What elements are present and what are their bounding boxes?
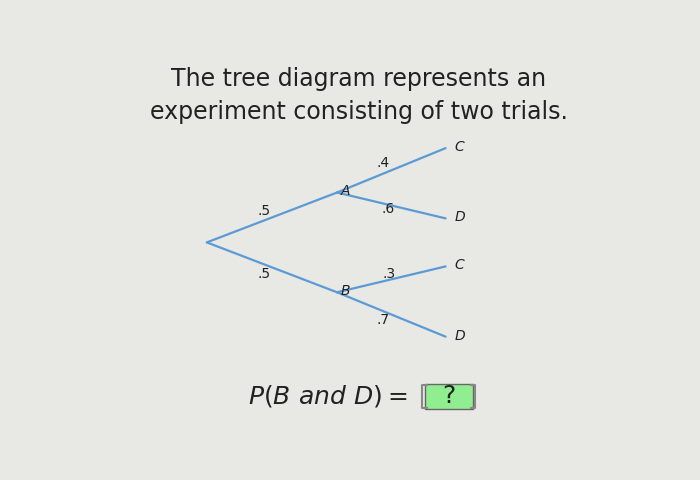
- Text: experiment consisting of two trials.: experiment consisting of two trials.: [150, 100, 568, 124]
- Text: .5: .5: [258, 204, 270, 218]
- Text: .4: .4: [377, 156, 390, 170]
- Text: .3: .3: [382, 267, 395, 281]
- Text: B: B: [341, 284, 350, 298]
- Text: C: C: [455, 140, 465, 154]
- Text: $\mathit{P}(\mathit{B}\ \mathit{and}\ \mathit{D}) =$: $\mathit{P}(\mathit{B}\ \mathit{and}\ \m…: [248, 383, 407, 409]
- Text: D: D: [455, 210, 466, 224]
- Text: .7: .7: [377, 313, 390, 327]
- Text: A: A: [341, 184, 350, 198]
- Text: .6: .6: [382, 202, 396, 216]
- Text: The tree diagram represents an: The tree diagram represents an: [172, 67, 546, 91]
- Text: C: C: [455, 258, 465, 272]
- Text: .5: .5: [258, 267, 270, 281]
- Text: ?: ?: [442, 384, 456, 408]
- Text: D: D: [455, 328, 466, 343]
- FancyBboxPatch shape: [425, 384, 472, 409]
